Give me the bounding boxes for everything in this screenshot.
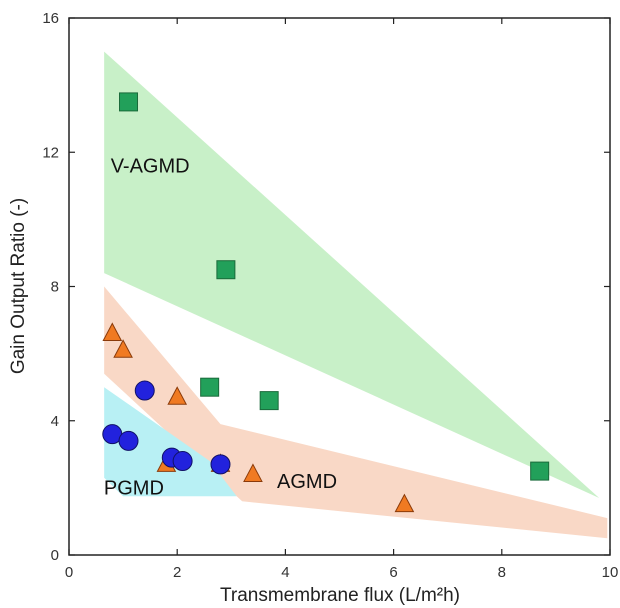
square-point-1	[119, 92, 139, 112]
x-tick-label: 6	[389, 564, 397, 581]
ticks-layer: 0 2 4 6 8 10 0 4 8 12 16	[42, 10, 618, 581]
triangle-point-1	[102, 322, 123, 341]
square-point-4	[259, 391, 279, 411]
circle-point-5	[172, 451, 193, 472]
x-tick-label: 10	[602, 564, 619, 581]
region-pgmd	[104, 387, 237, 497]
region-label-v-agmd: V-AGMD	[111, 155, 190, 177]
circle-point-6	[210, 454, 231, 475]
region-agmd	[104, 286, 608, 539]
square-point-2	[216, 260, 236, 280]
square-point-5	[530, 461, 550, 481]
x-axis-title: Transmembrane flux (L/m²h)	[220, 585, 460, 606]
circle-point-3	[118, 430, 139, 451]
triangle-point-2	[113, 339, 133, 358]
region-label-pgmd: PGMD	[104, 478, 164, 500]
y-tick-label: 8	[51, 279, 59, 296]
y-tick-label: 16	[42, 10, 59, 27]
triangle-point-6	[243, 463, 263, 482]
y-tick-label: 4	[51, 413, 59, 430]
regions-layer	[104, 51, 608, 539]
y-axis-title: Gain Output Ratio (-)	[8, 198, 29, 374]
labels-layer: Transmembrane flux (L/m²h) Gain Output R…	[8, 155, 460, 606]
triangle-point-7	[394, 493, 415, 513]
region-label-agmd: AGMD	[277, 471, 337, 493]
circle-point-1	[134, 380, 155, 401]
points-layer	[102, 92, 550, 513]
x-tick-label: 0	[65, 564, 73, 581]
y-tick-label: 0	[51, 547, 59, 564]
triangle-point-3	[167, 386, 188, 405]
y-tick-label: 12	[42, 144, 59, 161]
x-tick-label: 4	[281, 564, 289, 581]
x-tick-label: 2	[173, 564, 181, 581]
square-point-3	[200, 377, 220, 397]
region-v-agmd	[104, 51, 600, 498]
x-tick-label: 8	[498, 564, 506, 581]
